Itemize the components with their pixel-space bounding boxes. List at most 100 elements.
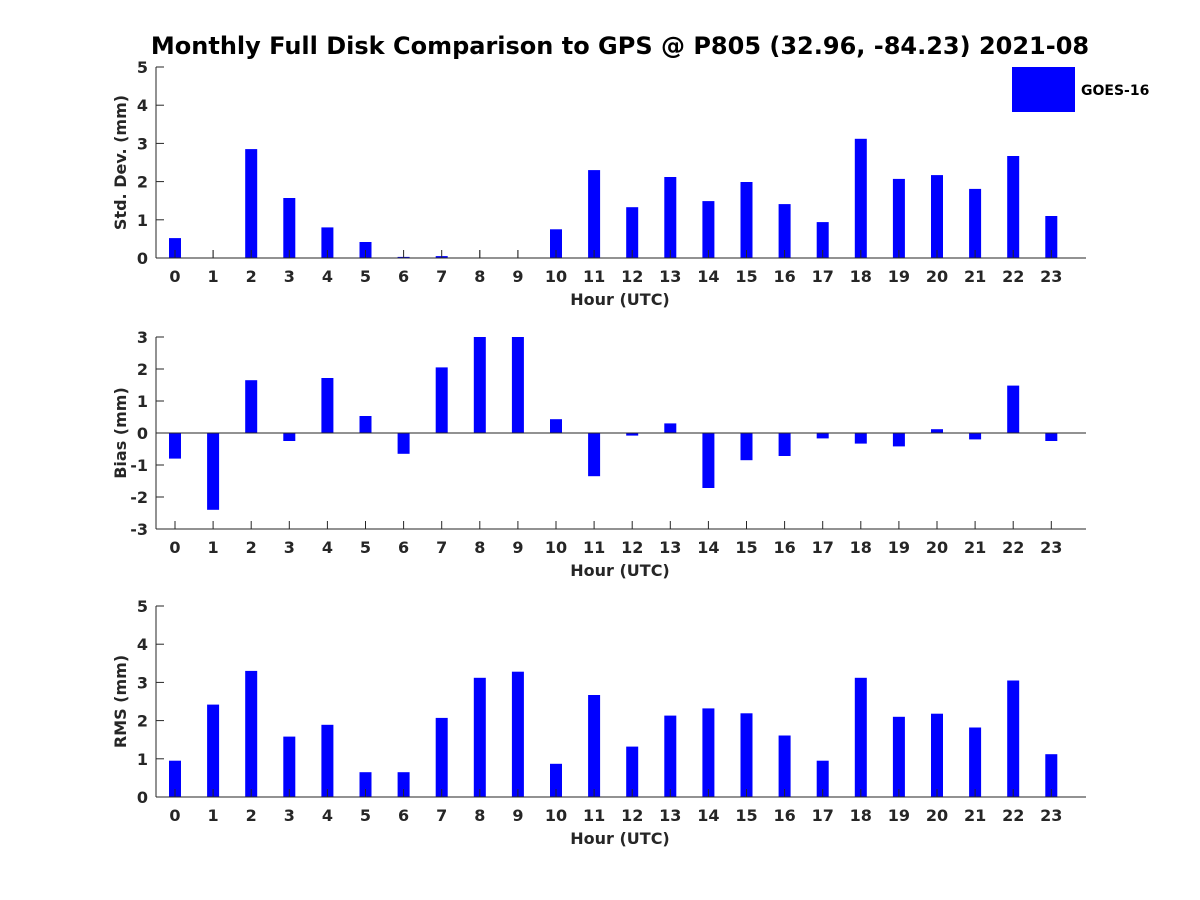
x-tick-label-bias-0: 0: [169, 538, 180, 557]
x-tick-label-bias-15: 15: [735, 538, 757, 557]
x-tick-label-bias-19: 19: [888, 538, 910, 557]
x-tick-label-std-dev-9: 9: [512, 267, 523, 286]
y-axis-label-bias: Bias (mm): [111, 387, 130, 479]
bar-std-dev-15: [740, 182, 753, 258]
y-tick-label-std-dev-2: 2: [137, 173, 148, 192]
x-tick-label-rms-13: 13: [659, 806, 681, 825]
x-tick-label-rms-22: 22: [1002, 806, 1024, 825]
x-tick-label-std-dev-14: 14: [697, 267, 719, 286]
y-tick-label-std-dev-4: 4: [137, 96, 148, 115]
x-tick-label-rms-18: 18: [850, 806, 872, 825]
x-tick-label-bias-12: 12: [621, 538, 643, 557]
x-tick-label-std-dev-1: 1: [208, 267, 219, 286]
bar-rms-17: [816, 760, 829, 797]
y-tick-label-std-dev-3: 3: [137, 134, 148, 153]
bar-bias-22: [1007, 385, 1020, 433]
x-axis-label-rms: Hour (UTC): [570, 829, 670, 848]
bar-rms-2: [245, 670, 258, 797]
x-tick-label-std-dev-10: 10: [545, 267, 567, 286]
bar-bias-6: [397, 433, 410, 454]
bar-rms-16: [778, 735, 791, 797]
x-tick-label-std-dev-13: 13: [659, 267, 681, 286]
bar-rms-7: [435, 717, 448, 797]
x-tick-label-rms-4: 4: [322, 806, 333, 825]
bar-bias-1: [207, 433, 220, 510]
bar-rms-13: [664, 715, 677, 797]
bar-bias-13: [664, 423, 677, 433]
x-tick-label-std-dev-16: 16: [773, 267, 795, 286]
x-tick-label-std-dev-8: 8: [474, 267, 485, 286]
x-tick-label-std-dev-5: 5: [360, 267, 371, 286]
legend: GOES-16: [1012, 67, 1149, 112]
x-tick-label-rms-3: 3: [284, 806, 295, 825]
y-tick-label-bias--3: -3: [130, 520, 148, 539]
x-tick-label-rms-15: 15: [735, 806, 757, 825]
y-axis-label-rms: RMS (mm): [111, 655, 130, 748]
bar-rms-4: [321, 724, 334, 797]
bar-rms-10: [550, 763, 562, 797]
x-tick-label-std-dev-20: 20: [926, 267, 948, 286]
x-tick-label-rms-20: 20: [926, 806, 948, 825]
x-tick-label-bias-3: 3: [284, 538, 295, 557]
bar-rms-14: [702, 708, 715, 797]
x-tick-label-bias-6: 6: [398, 538, 409, 557]
bar-bias-11: [588, 433, 601, 477]
x-tick-label-bias-14: 14: [697, 538, 719, 557]
x-tick-label-std-dev-12: 12: [621, 267, 643, 286]
y-tick-label-rms-5: 5: [137, 597, 148, 616]
y-tick-label-rms-2: 2: [137, 712, 148, 731]
x-tick-label-std-dev-0: 0: [169, 267, 180, 286]
bar-std-dev-3: [283, 198, 296, 258]
x-tick-label-std-dev-6: 6: [398, 267, 409, 286]
bar-bias-2: [245, 380, 258, 433]
bar-bias-5: [359, 416, 372, 433]
y-tick-label-bias--1: -1: [130, 456, 148, 475]
x-tick-label-bias-10: 10: [545, 538, 567, 557]
bar-bias-7: [435, 367, 448, 433]
bar-bias-0: [169, 433, 181, 459]
x-tick-label-bias-1: 1: [208, 538, 219, 557]
x-tick-label-std-dev-19: 19: [888, 267, 910, 286]
bar-bias-19: [892, 433, 905, 447]
x-tick-label-rms-10: 10: [545, 806, 567, 825]
x-axis-label-bias: Hour (UTC): [570, 561, 670, 580]
x-tick-label-bias-16: 16: [773, 538, 795, 557]
bar-rms-5: [359, 772, 372, 797]
bar-rms-23: [1045, 754, 1058, 797]
x-tick-label-std-dev-3: 3: [284, 267, 295, 286]
x-tick-label-bias-5: 5: [360, 538, 371, 557]
x-tick-label-std-dev-11: 11: [583, 267, 605, 286]
bar-std-dev-17: [816, 222, 829, 258]
x-tick-label-rms-23: 23: [1040, 806, 1062, 825]
x-tick-label-bias-13: 13: [659, 538, 681, 557]
x-tick-label-std-dev-22: 22: [1002, 267, 1024, 286]
x-tick-label-std-dev-23: 23: [1040, 267, 1062, 286]
x-tick-label-bias-4: 4: [322, 538, 333, 557]
x-tick-label-rms-21: 21: [964, 806, 986, 825]
x-tick-label-rms-0: 0: [169, 806, 180, 825]
bar-bias-9: [511, 337, 524, 433]
bar-std-dev-18: [854, 138, 867, 258]
x-tick-label-rms-19: 19: [888, 806, 910, 825]
x-tick-label-rms-16: 16: [773, 806, 795, 825]
bar-bias-12: [626, 433, 639, 436]
bar-rms-12: [626, 746, 639, 797]
x-tick-label-bias-7: 7: [436, 538, 447, 557]
y-tick-label-std-dev-1: 1: [137, 211, 148, 230]
x-tick-label-bias-22: 22: [1002, 538, 1024, 557]
bar-bias-21: [969, 433, 982, 440]
x-tick-label-std-dev-18: 18: [850, 267, 872, 286]
bar-bias-14: [702, 433, 715, 488]
x-tick-label-bias-2: 2: [246, 538, 257, 557]
x-tick-label-rms-14: 14: [697, 806, 719, 825]
x-tick-label-bias-21: 21: [964, 538, 986, 557]
y-tick-label-bias-0: 0: [137, 424, 148, 443]
x-tick-label-rms-11: 11: [583, 806, 605, 825]
x-axis-label-std-dev: Hour (UTC): [570, 290, 670, 309]
x-tick-label-rms-2: 2: [246, 806, 257, 825]
y-tick-label-std-dev-5: 5: [137, 58, 148, 77]
bar-bias-10: [550, 419, 562, 433]
